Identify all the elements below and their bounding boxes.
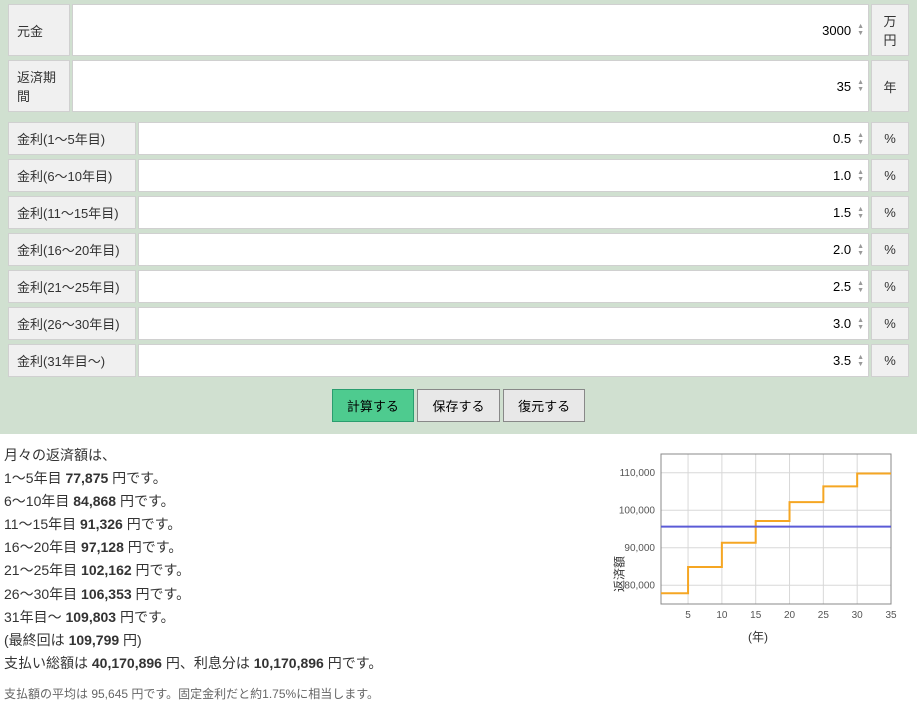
svg-text:10: 10: [716, 610, 728, 621]
rate-label: 金利(31年目～): [8, 344, 136, 377]
rate-input[interactable]: [143, 238, 855, 261]
result-line: 6～10年目 84,868 円です。: [4, 490, 603, 513]
rate-row: 金利(21～25年目) ▲▼%: [8, 270, 909, 303]
rate-row: 金利(16～20年目) ▲▼%: [8, 233, 909, 266]
result-line: 1～5年目 77,875 円です。: [4, 467, 603, 490]
rate-input[interactable]: [143, 349, 855, 372]
rate-row: 金利(1～5年目) ▲▼%: [8, 122, 909, 155]
spinner-icon[interactable]: ▲▼: [857, 79, 864, 93]
rate-label: 金利(21～25年目): [8, 270, 136, 303]
rate-input[interactable]: [143, 312, 855, 335]
term-unit: 年: [871, 60, 909, 112]
rate-input[interactable]: [143, 127, 855, 150]
rate-input[interactable]: [143, 164, 855, 187]
loan-form: 元金 ▲▼ 万円 返済期間 ▲▼ 年 金利(1～5年目)▲▼%金利(6～10年目…: [0, 0, 917, 434]
rate-unit: %: [871, 196, 909, 229]
results-final: (最終回は 109,799 円): [4, 629, 603, 652]
rate-unit: %: [871, 344, 909, 377]
term-row: 返済期間 ▲▼ 年: [8, 60, 909, 112]
results-text: 月々の返済額は、 1～5年目 77,875 円です。6～10年目 84,868 …: [4, 444, 603, 705]
spinner-icon[interactable]: ▲▼: [857, 317, 864, 331]
term-input[interactable]: [77, 75, 855, 98]
save-button[interactable]: 保存する: [417, 389, 499, 422]
rate-input-wrap[interactable]: ▲▼: [138, 233, 869, 266]
chart-ylabel: 返済額: [611, 556, 628, 592]
rate-input[interactable]: [143, 201, 855, 224]
svg-text:90,000: 90,000: [624, 543, 655, 554]
rate-label: 金利(26～30年目): [8, 307, 136, 340]
results-footnote: 支払額の平均は 95,645 円です。固定金利だと約1.75%に相当します。: [4, 685, 603, 705]
principal-unit: 万円: [871, 4, 909, 56]
svg-text:80,000: 80,000: [624, 580, 655, 591]
svg-text:5: 5: [685, 610, 691, 621]
rate-unit: %: [871, 307, 909, 340]
svg-text:15: 15: [750, 610, 762, 621]
result-line: 16～20年目 97,128 円です。: [4, 536, 603, 559]
rate-label: 金利(16～20年目): [8, 233, 136, 266]
result-line: 21～25年目 102,162 円です。: [4, 559, 603, 582]
chart-xlabel: (年): [603, 628, 913, 645]
spinner-icon[interactable]: ▲▼: [857, 354, 864, 368]
svg-text:110,000: 110,000: [620, 468, 656, 479]
result-line: 11～15年目 91,326 円です。: [4, 513, 603, 536]
rate-row: 金利(6～10年目) ▲▼%: [8, 159, 909, 192]
svg-text:30: 30: [852, 610, 864, 621]
calculate-button[interactable]: 計算する: [332, 389, 414, 422]
svg-text:100,000: 100,000: [619, 505, 656, 516]
results-total: 支払い総額は 40,170,896 円、利息分は 10,170,896 円です。: [4, 652, 603, 675]
rate-label: 金利(11～15年目): [8, 196, 136, 229]
rate-unit: %: [871, 270, 909, 303]
result-line: 26～30年目 106,353 円です。: [4, 583, 603, 606]
rate-input[interactable]: [143, 275, 855, 298]
principal-input[interactable]: [77, 19, 855, 42]
chart-svg: 80,000 90,000 100,000 110,000 5 10 15 20 25 30 35: [603, 444, 903, 624]
spinner-icon[interactable]: ▲▼: [857, 206, 864, 220]
term-label: 返済期間: [8, 60, 70, 112]
rate-row: 金利(26～30年目) ▲▼%: [8, 307, 909, 340]
result-line: 31年目～ 109,803 円です。: [4, 606, 603, 629]
svg-text:25: 25: [818, 610, 830, 621]
restore-button[interactable]: 復元する: [503, 389, 585, 422]
button-row: 計算する 保存する 復元する: [8, 381, 909, 422]
spinner-icon[interactable]: ▲▼: [857, 243, 864, 257]
results-intro: 月々の返済額は、: [4, 444, 603, 467]
rate-input-wrap[interactable]: ▲▼: [138, 122, 869, 155]
rate-input-wrap[interactable]: ▲▼: [138, 196, 869, 229]
rate-label: 金利(1～5年目): [8, 122, 136, 155]
svg-text:35: 35: [885, 610, 897, 621]
results-area: 月々の返済額は、 1～5年目 77,875 円です。6～10年目 84,868 …: [0, 434, 917, 709]
rate-unit: %: [871, 233, 909, 266]
spinner-icon[interactable]: ▲▼: [857, 169, 864, 183]
spinner-icon[interactable]: ▲▼: [857, 132, 864, 146]
rate-label: 金利(6～10年目): [8, 159, 136, 192]
term-input-wrap[interactable]: ▲▼: [72, 60, 869, 112]
rate-row: 金利(31年目～) ▲▼%: [8, 344, 909, 377]
rate-unit: %: [871, 122, 909, 155]
rate-input-wrap[interactable]: ▲▼: [138, 344, 869, 377]
svg-text:20: 20: [784, 610, 796, 621]
spinner-icon[interactable]: ▲▼: [857, 280, 864, 294]
payment-chart: 返済額 80,000 90,000 100,000 110,000 5 10 15 20 25 3…: [603, 444, 913, 705]
rate-row: 金利(11～15年目) ▲▼%: [8, 196, 909, 229]
rate-unit: %: [871, 159, 909, 192]
principal-input-wrap[interactable]: ▲▼: [72, 4, 869, 56]
principal-row: 元金 ▲▼ 万円: [8, 4, 909, 56]
principal-label: 元金: [8, 4, 70, 56]
rate-input-wrap[interactable]: ▲▼: [138, 307, 869, 340]
rate-input-wrap[interactable]: ▲▼: [138, 270, 869, 303]
rate-input-wrap[interactable]: ▲▼: [138, 159, 869, 192]
spinner-icon[interactable]: ▲▼: [857, 23, 864, 37]
